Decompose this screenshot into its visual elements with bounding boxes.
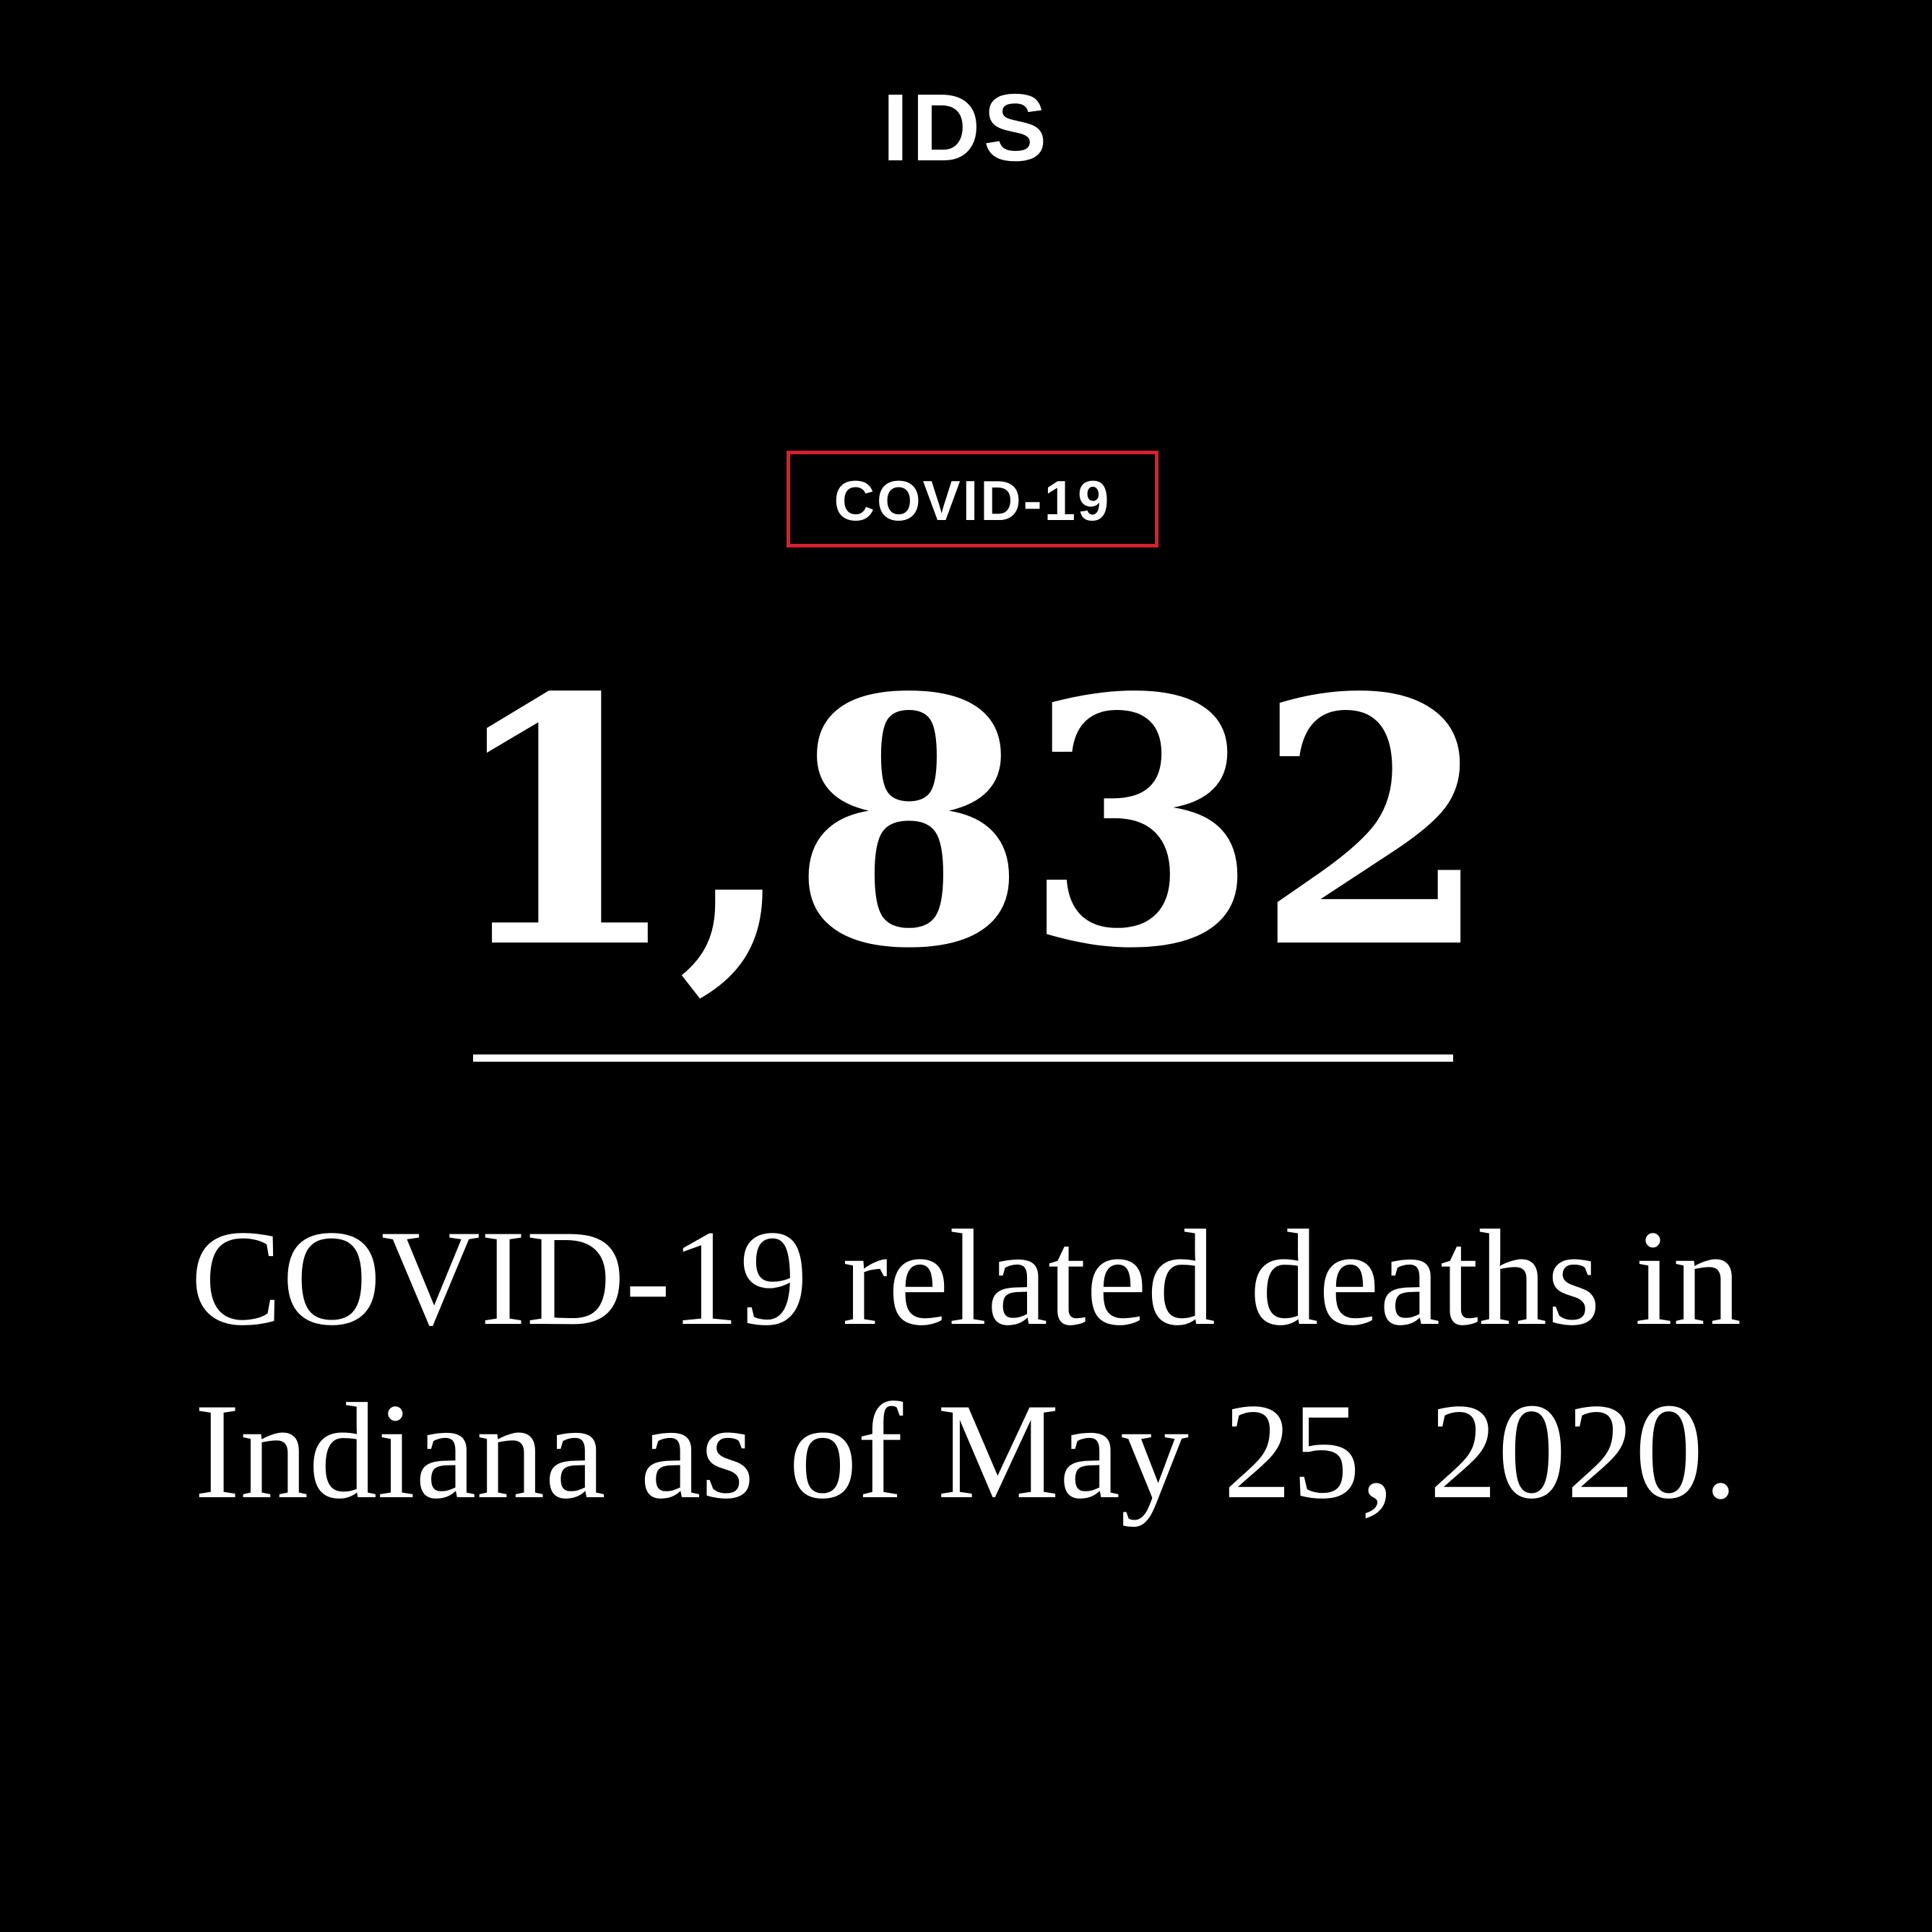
caption-line-2: Indiana as of May 25, 2020.: [194, 1376, 1738, 1528]
death-count: 1,832: [445, 624, 1491, 1023]
covid-tag-badge: COVID-19: [787, 451, 1158, 547]
caption: COVID-19 related deaths in Indiana as of…: [144, 1192, 1788, 1538]
ids-logo: IDS: [882, 74, 1050, 181]
divider-line: [473, 1054, 1453, 1062]
caption-line-1: COVID-19 related deaths in: [190, 1203, 1742, 1354]
covid-tag-label: COVID-19: [833, 469, 1112, 532]
